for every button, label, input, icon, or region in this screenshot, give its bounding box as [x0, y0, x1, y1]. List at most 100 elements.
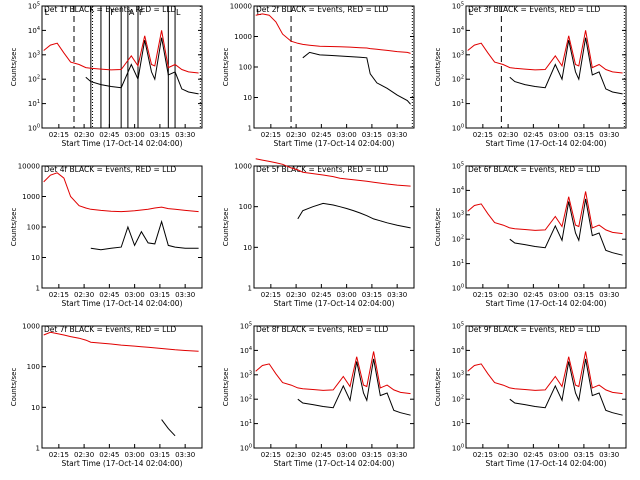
x-tick-label: 02:15 — [473, 131, 493, 139]
y-tick-label: 105 — [240, 322, 252, 331]
x-axis-label: Start Time (17-Oct-14 02:04:00) — [273, 139, 394, 148]
panel-title: Det 8f BLACK = Events, RED = LLD — [256, 325, 389, 334]
x-tick-label: 02:30 — [286, 131, 306, 139]
y-tick-label: 1000 — [22, 323, 40, 331]
y-tick-label: 104 — [452, 26, 464, 35]
x-tick-label: 03:30 — [175, 291, 195, 299]
x-tick-label: 02:30 — [286, 291, 306, 299]
plot-frame — [465, 325, 627, 449]
y-tick-label: 1 — [248, 285, 252, 293]
x-tick-label: 02:15 — [49, 291, 69, 299]
x-tick-label: 03:15 — [150, 291, 170, 299]
x-tick-label: 02:45 — [523, 451, 543, 459]
y-tick-label: 103 — [452, 370, 464, 379]
y-tick-label: 102 — [452, 75, 464, 84]
x-tick-label: 02:15 — [473, 291, 493, 299]
panel-det-2: Det 2f BLACK = Events, RED = LLD 1 10 100 10… — [222, 3, 415, 148]
series-line-events — [509, 37, 623, 95]
y-tick-label: 101 — [452, 419, 464, 428]
x-tick-label: 03:15 — [362, 131, 382, 139]
marker-label: L — [257, 8, 262, 17]
y-tick-label: 104 — [452, 346, 464, 355]
series-line-events — [90, 219, 199, 251]
y-tick-label: 100 — [239, 203, 252, 211]
panel-title: Det 2f BLACK = Events, RED = LLD — [256, 5, 389, 14]
plot-frame — [253, 5, 415, 129]
series-line-lld — [43, 30, 199, 74]
x-tick-label: 03:15 — [362, 291, 382, 299]
x-tick-label: 03:00 — [337, 291, 357, 299]
series-line-lld — [467, 30, 623, 74]
x-tick-label: 02:15 — [261, 131, 281, 139]
y-tick-label: 102 — [28, 75, 40, 84]
series-line-events — [509, 358, 623, 416]
panel-title: Det 9f BLACK = Events, RED = LLD — [468, 325, 601, 334]
series-line-lld — [467, 191, 623, 235]
y-tick-label: 104 — [28, 26, 40, 35]
y-axis-label: Counts/sec — [222, 208, 230, 247]
series-line-events — [297, 202, 411, 229]
plot-frame — [253, 165, 415, 289]
y-tick-label: 103 — [452, 50, 464, 59]
x-axis-label: Start Time (17-Oct-14 02:04:00) — [485, 139, 606, 148]
series-line-events — [161, 419, 176, 437]
x-tick-label: 03:30 — [387, 131, 407, 139]
x-tick-label: 02:30 — [286, 451, 306, 459]
x-tick-label: 02:45 — [523, 131, 543, 139]
x-tick-label: 02:45 — [311, 451, 331, 459]
x-tick-label: 02:15 — [261, 451, 281, 459]
x-tick-label: 03:15 — [574, 131, 594, 139]
x-tick-label: 02:15 — [49, 451, 69, 459]
x-tick-label: 03:30 — [387, 451, 407, 459]
x-axis-label: Start Time (17-Oct-14 02:04:00) — [273, 299, 394, 308]
panel-det-5: Det 5f BLACK = Events, RED = LLD 1 10 100 10… — [222, 158, 415, 308]
x-tick-label: 02:45 — [311, 291, 331, 299]
x-tick-label: 02:30 — [74, 131, 94, 139]
plot-frame — [41, 5, 203, 129]
y-tick-label: 103 — [240, 370, 252, 379]
x-tick-label: 02:15 — [473, 451, 493, 459]
y-tick-label: 101 — [240, 419, 252, 428]
y-tick-label: 100 — [27, 363, 40, 371]
panel-title: Det 6f BLACK = Events, RED = LLD — [468, 165, 601, 174]
series-line-events — [297, 358, 411, 416]
y-tick-label: 105 — [452, 162, 464, 171]
y-tick-label: 1 — [36, 445, 40, 453]
y-axis-label: Counts/sec — [10, 368, 18, 407]
y-tick-label: 100 — [240, 444, 252, 453]
y-axis-label: Counts/sec — [222, 48, 230, 87]
panel-det-7: Det 7f BLACK = Events, RED = LLD 1 10 100 10… — [10, 323, 203, 468]
x-tick-label: 02:30 — [498, 451, 518, 459]
x-tick-label: 03:00 — [337, 131, 357, 139]
y-tick-label: 102 — [452, 395, 464, 404]
y-axis-label: Counts/sec — [10, 48, 18, 87]
x-axis-label: Start Time (17-Oct-14 02:04:00) — [61, 299, 182, 308]
bracket-label: F — [110, 8, 115, 17]
x-tick-label: 03:00 — [549, 291, 569, 299]
series-line-lld — [255, 13, 411, 54]
y-tick-label: 100 — [452, 444, 464, 453]
x-tick-label: 03:00 — [125, 451, 145, 459]
x-tick-label: 03:30 — [599, 291, 619, 299]
y-tick-label: 101 — [452, 259, 464, 268]
series-line-events — [302, 51, 411, 105]
x-axis-label: Start Time (17-Oct-14 02:04:00) — [485, 299, 606, 308]
x-tick-label: 03:15 — [150, 131, 170, 139]
plot-frame — [41, 325, 203, 449]
x-tick-label: 02:30 — [74, 291, 94, 299]
y-tick-label: 10 — [31, 254, 40, 262]
y-tick-label: 10 — [243, 244, 252, 252]
y-tick-label: 100 — [28, 124, 40, 133]
y-tick-label: 1 — [36, 285, 40, 293]
series-line-lld — [467, 351, 623, 395]
bracket-label: L — [176, 8, 181, 17]
y-tick-label: 105 — [452, 2, 464, 11]
y-axis-label: Counts/sec — [434, 48, 442, 87]
x-tick-label: 03:15 — [574, 451, 594, 459]
x-tick-label: 02:45 — [523, 291, 543, 299]
y-tick-label: 102 — [240, 395, 252, 404]
series-line-events — [509, 198, 623, 256]
panel-det-6: Det 6f BLACK = Events, RED = LLD 100 101 10… — [434, 162, 627, 308]
y-tick-label: 100 — [27, 224, 40, 232]
